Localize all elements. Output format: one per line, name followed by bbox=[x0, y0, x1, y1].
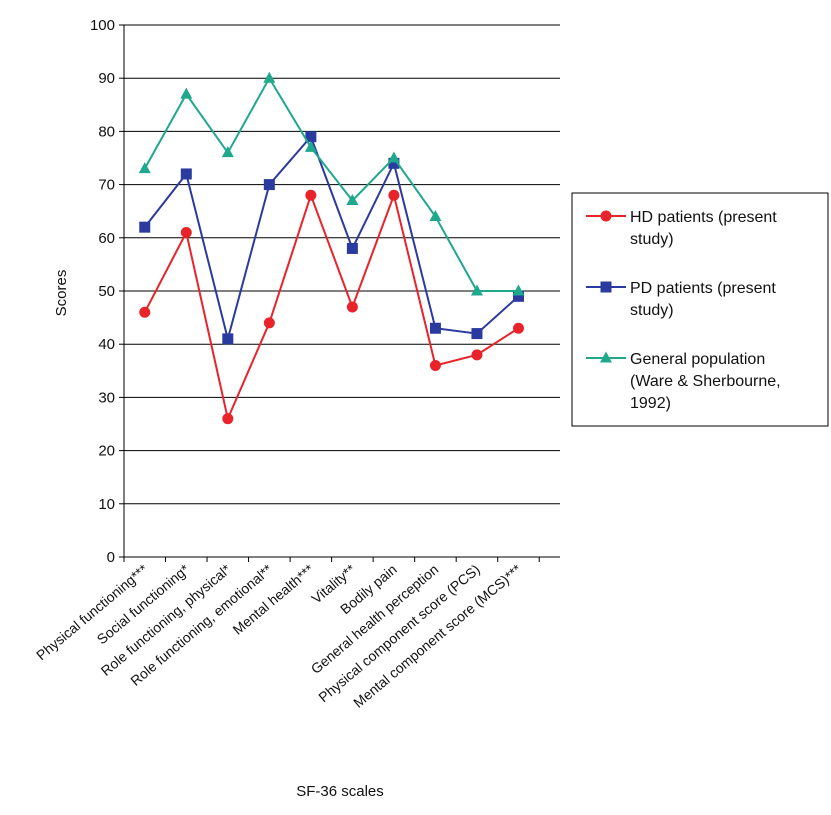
legend-label: General population bbox=[630, 351, 765, 368]
data-point bbox=[388, 189, 400, 201]
x-axis-label: SF-36 scales bbox=[296, 783, 384, 800]
data-point bbox=[429, 322, 441, 334]
legend-box bbox=[571, 192, 829, 427]
data-point bbox=[512, 284, 525, 296]
data-point bbox=[471, 328, 483, 340]
legend-label: PD patients (present bbox=[630, 280, 776, 297]
series-line bbox=[143, 76, 519, 292]
data-point bbox=[600, 281, 612, 293]
series-2 bbox=[138, 71, 525, 296]
y-tick-label: 10 bbox=[98, 496, 115, 513]
data-point bbox=[346, 242, 358, 254]
data-point bbox=[222, 333, 234, 345]
data-point bbox=[429, 210, 442, 222]
y-tick-label: 60 bbox=[98, 230, 115, 247]
y-tick-label: 80 bbox=[98, 123, 115, 140]
data-point bbox=[138, 162, 151, 174]
data-point bbox=[180, 87, 193, 99]
data-point bbox=[346, 301, 358, 313]
data-point bbox=[346, 194, 359, 206]
data-point bbox=[600, 351, 612, 363]
legend-label: (Ware & Sherbourne, bbox=[630, 373, 781, 390]
data-point bbox=[304, 140, 317, 152]
data-point bbox=[387, 151, 400, 163]
data-point bbox=[512, 290, 524, 302]
y-tick-label: 40 bbox=[98, 336, 115, 353]
data-point bbox=[305, 189, 317, 201]
legend-entry: PD patients (present study) bbox=[586, 280, 776, 319]
series-line bbox=[143, 191, 520, 422]
y-tick-label: 90 bbox=[98, 70, 115, 87]
y-tick-label: 100 bbox=[90, 17, 115, 34]
data-point bbox=[263, 179, 275, 191]
data-point bbox=[139, 221, 151, 233]
legend-label: HD patients (present bbox=[630, 209, 777, 226]
data-point bbox=[470, 284, 483, 296]
data-point bbox=[600, 210, 612, 222]
series-0 bbox=[139, 189, 524, 425]
legend-entry: HD patients (present study) bbox=[586, 209, 777, 248]
series-line bbox=[143, 134, 520, 343]
series-1 bbox=[139, 131, 524, 345]
data-point bbox=[222, 413, 234, 425]
data-point bbox=[180, 226, 192, 238]
data-point bbox=[388, 157, 400, 169]
y-tick-label: 50 bbox=[98, 283, 115, 300]
data-point bbox=[180, 168, 192, 180]
data-point bbox=[305, 131, 317, 143]
legend-entry: General population (Ware & Sherbourne, 199… bbox=[586, 351, 781, 412]
data-point bbox=[512, 322, 524, 334]
y-tick-label: 30 bbox=[98, 389, 115, 406]
y-axis-label: Scores bbox=[53, 270, 70, 317]
y-tick-label: 70 bbox=[98, 177, 115, 194]
data-point bbox=[221, 146, 234, 158]
legend-label: study) bbox=[630, 302, 674, 319]
gridlines bbox=[124, 24, 560, 505]
y-tick-label: 0 bbox=[107, 549, 115, 566]
data-point bbox=[429, 359, 441, 371]
legend-label: study) bbox=[630, 231, 674, 248]
data-point bbox=[139, 306, 151, 318]
data-point bbox=[263, 71, 276, 83]
legend-label: 1992) bbox=[630, 395, 671, 412]
data-series bbox=[138, 71, 525, 425]
data-point bbox=[471, 349, 483, 361]
data-point bbox=[263, 317, 275, 329]
y-tick-label: 20 bbox=[98, 443, 115, 460]
